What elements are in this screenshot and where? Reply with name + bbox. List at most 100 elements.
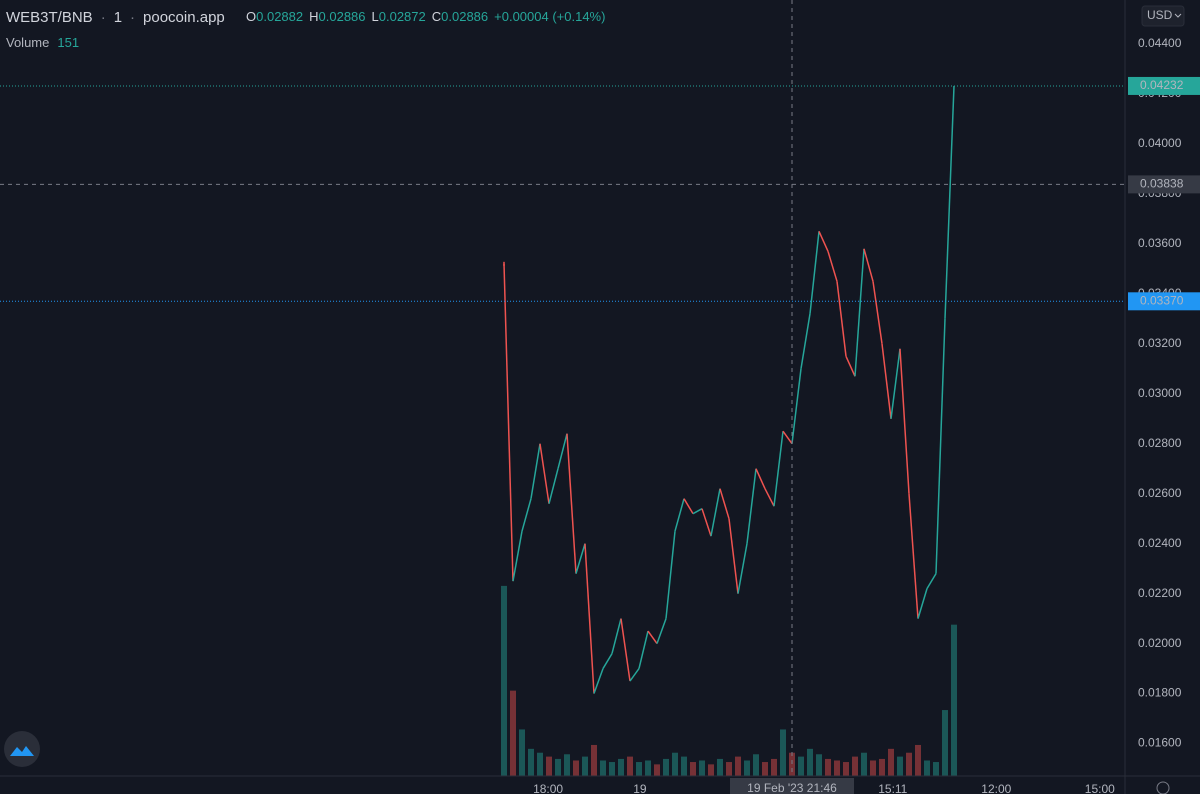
- price-segment: [908, 493, 919, 619]
- price-segment: [674, 498, 685, 532]
- ohlc-key: O: [246, 9, 256, 24]
- price-segment: [512, 531, 523, 582]
- currency[interactable]: USD: [1147, 8, 1173, 22]
- interval: 1: [114, 9, 122, 26]
- y-tick-label: 0.02800: [1138, 436, 1182, 450]
- ohlc-value: 0.02886: [441, 9, 488, 24]
- x-tick-label: 12:00: [981, 782, 1011, 794]
- price-segment: [530, 443, 541, 499]
- volume-bar: [762, 762, 768, 776]
- ohlc-key: C: [432, 9, 441, 24]
- volume-bar: [618, 758, 624, 776]
- price-segment: [557, 433, 568, 469]
- volume-bar: [708, 764, 714, 776]
- y-tick-label: 0.03200: [1138, 336, 1182, 350]
- volume-bar: [807, 748, 813, 776]
- volume-bar: [654, 764, 660, 776]
- volume-bar: [510, 690, 516, 776]
- price-segment: [818, 231, 829, 252]
- volume-bar: [645, 760, 651, 776]
- volume-bar: [951, 624, 957, 776]
- volume-bar: [717, 758, 723, 776]
- price-segment: [845, 355, 856, 377]
- volume-bar: [753, 754, 759, 776]
- price-segment: [854, 248, 865, 377]
- price-segment: [944, 85, 955, 319]
- price-segment: [809, 231, 820, 314]
- crosshair-price-box: [1128, 175, 1200, 194]
- ohlc-key: H: [309, 9, 318, 24]
- y-tick-label: 0.02000: [1138, 636, 1182, 650]
- price-segment: [836, 281, 847, 357]
- volume-bar: [600, 760, 606, 776]
- crosshair-price-label: 0.03838: [1140, 177, 1184, 191]
- volume-bar: [915, 744, 921, 776]
- price-segment: [656, 618, 667, 644]
- volume-bar: [690, 762, 696, 776]
- volume-bar: [744, 760, 750, 776]
- volume-bar: [834, 760, 840, 776]
- x-tick-label: 19: [633, 782, 647, 794]
- price-segment: [692, 508, 703, 515]
- volume-bar: [879, 758, 885, 776]
- volume-bar: [933, 762, 939, 776]
- ohlc-value: 0.02882: [256, 9, 303, 24]
- price-segment: [629, 668, 640, 682]
- volume-bar: [555, 758, 561, 776]
- volume-bar: [591, 744, 597, 776]
- price-segment: [863, 248, 874, 282]
- x-tick-label: 15:00: [1085, 782, 1115, 794]
- price-segment: [827, 251, 838, 282]
- volume-bar: [780, 729, 786, 776]
- price-segment: [548, 468, 559, 504]
- volume-bar: [816, 754, 822, 776]
- price-segment: [872, 281, 883, 344]
- volume-bar: [681, 756, 687, 776]
- price-segment: [881, 343, 892, 419]
- price-series: [503, 85, 955, 694]
- logo-icon: [10, 746, 34, 756]
- volume-bar: [897, 756, 903, 776]
- ohlc-legend: O0.02882 H0.02886 L0.02872 C0.02886 +0.00004…: [246, 9, 605, 24]
- price-segment: [782, 430, 793, 445]
- volume-bar: [924, 760, 930, 776]
- y-tick-label: 0.01800: [1138, 686, 1182, 700]
- volume-bar: [870, 760, 876, 776]
- volume-bar: [636, 762, 642, 776]
- price-segment: [503, 263, 514, 582]
- currency-button[interactable]: [1141, 5, 1185, 27]
- price-segment: [926, 573, 937, 590]
- settings-icon[interactable]: [1156, 781, 1170, 794]
- volume-bar: [852, 756, 858, 776]
- volume-bar: [888, 748, 894, 776]
- price-segment: [791, 368, 802, 444]
- y-tick-label: 0.03000: [1138, 386, 1182, 400]
- change: +0.00004 (+0.14%): [494, 9, 605, 24]
- price-segment: [647, 630, 658, 645]
- ohlc-value: 0.02872: [379, 9, 426, 24]
- price-segment: [521, 498, 532, 532]
- price-segment: [638, 630, 649, 669]
- price-segment: [575, 543, 586, 574]
- volume-bar: [537, 752, 543, 776]
- price-marker-box: [1128, 76, 1200, 95]
- volume-bar: [798, 756, 804, 776]
- dropdown-arrow: [1174, 13, 1182, 18]
- volume-label: Volume: [6, 35, 49, 50]
- price-segment: [755, 468, 766, 489]
- volume-bar: [789, 752, 795, 776]
- volume-bar: [663, 758, 669, 776]
- volume-bar: [771, 758, 777, 776]
- y-tick-label: 0.02200: [1138, 586, 1182, 600]
- volume-bar: [672, 752, 678, 776]
- y-tick-label: 0.02600: [1138, 486, 1182, 500]
- overlays: [0, 0, 1125, 776]
- volume-bar: [546, 756, 552, 776]
- logo[interactable]: [4, 731, 40, 767]
- y-tick-label: 0.03600: [1138, 236, 1182, 250]
- price-segment: [683, 498, 694, 515]
- price-segment: [899, 348, 910, 494]
- price-segment: [701, 508, 712, 537]
